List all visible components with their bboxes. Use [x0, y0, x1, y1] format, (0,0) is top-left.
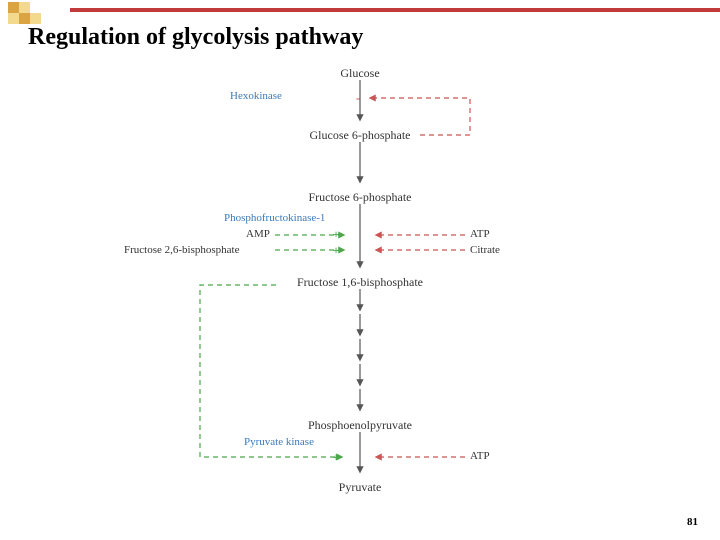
metabolite-pyr: Pyruvate — [260, 480, 460, 495]
metabolite-f16bp: Fructose 1,6-bisphosphate — [260, 275, 460, 290]
metabolite-g6p: Glucose 6-phosphate — [260, 128, 460, 143]
regulator-amp: AMP — [246, 228, 270, 240]
diagram-stage: - + + - - + - Glucose Glucose 6-phosphate Fructo… — [0, 60, 720, 520]
corner-square — [8, 2, 19, 13]
enzyme-hk: Hexokinase — [230, 90, 282, 102]
regulator-f26bp: Fructose 2,6-bisphosphate — [124, 244, 239, 256]
metabolite-glucose: Glucose — [260, 66, 460, 81]
svg-text:-: - — [378, 243, 382, 257]
corner-square — [19, 13, 30, 24]
svg-text:-: - — [356, 91, 360, 105]
corner-square — [19, 2, 30, 13]
svg-text:-: - — [378, 450, 382, 464]
metabolite-f6p: Fructose 6-phosphate — [260, 190, 460, 205]
svg-text:+: + — [333, 227, 340, 241]
enzyme-pfk1: Phosphofructokinase-1 — [224, 212, 325, 224]
slide-title: Regulation of glycolysis pathway — [28, 24, 363, 51]
title-red-bar — [70, 8, 720, 12]
metabolite-pep: Phosphoenolpyruvate — [260, 418, 460, 433]
corner-square — [8, 13, 19, 24]
slide-top-decoration — [0, 0, 720, 22]
corner-square — [30, 13, 41, 24]
regulator-cit: Citrate — [470, 244, 500, 256]
enzyme-pk: Pyruvate kinase — [244, 436, 314, 448]
regulator-atp2: ATP — [470, 450, 490, 462]
svg-text:-: - — [378, 227, 382, 241]
regulator-atp1: ATP — [470, 228, 490, 240]
svg-text:+: + — [333, 243, 340, 257]
svg-text:+: + — [333, 450, 340, 464]
